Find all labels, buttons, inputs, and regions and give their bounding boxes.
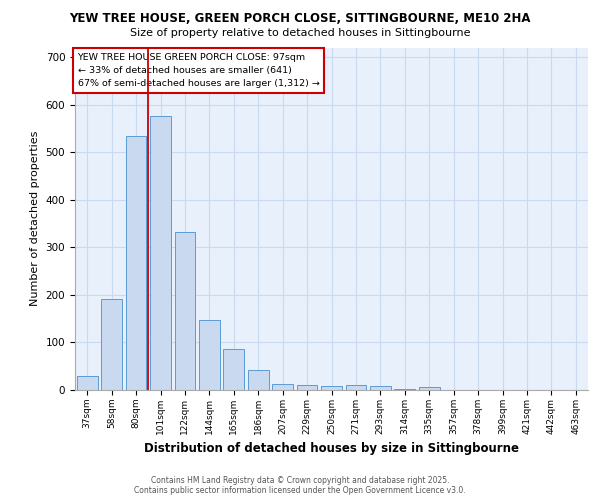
Bar: [321, 386, 342, 390]
Text: YEW TREE HOUSE GREEN PORCH CLOSE: 97sqm
← 33% of detached houses are smaller (64: YEW TREE HOUSE GREEN PORCH CLOSE: 97sqm …: [77, 52, 319, 88]
Text: Size of property relative to detached houses in Sittingbourne: Size of property relative to detached ho…: [130, 28, 470, 38]
Bar: [346, 385, 367, 390]
Bar: [370, 386, 391, 390]
Text: YEW TREE HOUSE, GREEN PORCH CLOSE, SITTINGBOURNE, ME10 2HA: YEW TREE HOUSE, GREEN PORCH CLOSE, SITTI…: [69, 12, 531, 26]
Text: Contains HM Land Registry data © Crown copyright and database right 2025.
Contai: Contains HM Land Registry data © Crown c…: [134, 476, 466, 495]
Bar: [223, 348, 244, 390]
Bar: [125, 136, 146, 390]
Y-axis label: Number of detached properties: Number of detached properties: [30, 131, 40, 306]
Bar: [272, 384, 293, 390]
Bar: [199, 320, 220, 390]
Bar: [101, 298, 122, 390]
Bar: [394, 389, 415, 390]
Bar: [419, 386, 440, 390]
Bar: [248, 370, 269, 390]
Bar: [175, 232, 196, 390]
Bar: [77, 376, 98, 390]
Bar: [150, 116, 171, 390]
X-axis label: Distribution of detached houses by size in Sittingbourne: Distribution of detached houses by size …: [144, 442, 519, 456]
Bar: [296, 385, 317, 390]
